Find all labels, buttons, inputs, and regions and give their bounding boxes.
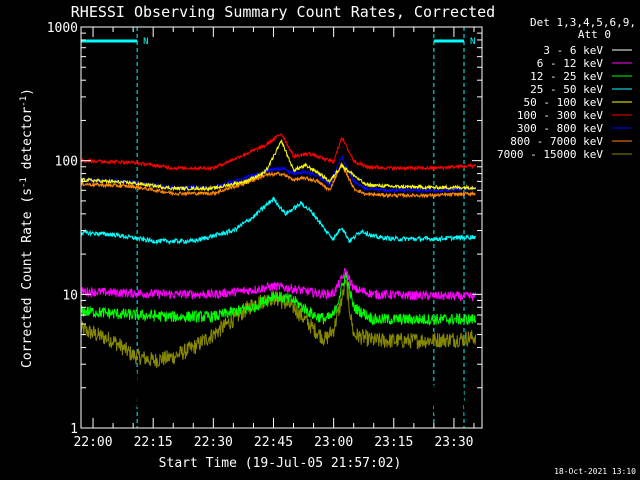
y-tick-label: 10	[62, 288, 78, 303]
y-tick-label: 1	[70, 422, 78, 437]
x-axis: 22:00 22:15 22:30 22:45 23:00 23:15 23:30	[73, 27, 475, 450]
y-tick-label: 100	[55, 155, 78, 170]
series-line	[80, 283, 477, 429]
legend-label: 100 - 300 keV	[517, 109, 603, 122]
legend-header-detectors: Det 1,3,4,5,6,9,	[530, 16, 636, 29]
x-tick-label: 22:30	[194, 435, 233, 450]
y-axis-label: Corrected Count Rate (s-1 detector-1)	[19, 88, 35, 368]
x-tick-label: 22:00	[73, 435, 112, 450]
series-line	[80, 133, 477, 172]
chart-title: RHESSI Observing Summary Count Rates, Co…	[71, 3, 495, 21]
legend-label: 300 - 800 keV	[517, 122, 603, 135]
legend-label: 50 - 100 keV	[524, 96, 604, 109]
legend-header-attenuator: Att 0	[578, 28, 611, 41]
plot-frame	[80, 26, 483, 429]
legend-label: 3 - 6 keV	[543, 44, 603, 57]
legend-label: 7000 - 15000 keV	[497, 148, 603, 161]
x-axis-label: Start Time (19-Jul-05 21:57:02)	[159, 456, 402, 471]
legend-label: 12 - 25 keV	[530, 70, 603, 83]
x-tick-label: 23:15	[374, 435, 413, 450]
legend-label: 800 - 7000 keV	[510, 135, 603, 148]
series-line	[80, 272, 477, 326]
night-flag-label: N	[143, 37, 148, 47]
y-tick-label: 1000	[47, 21, 78, 36]
x-tick-label: 23:30	[434, 435, 473, 450]
series-layer	[80, 133, 477, 429]
y-axis: 1 10 100 1000	[47, 21, 482, 437]
x-tick-label: 22:15	[134, 435, 173, 450]
x-tick-label: 23:00	[314, 435, 353, 450]
series-line	[80, 139, 477, 192]
series-line	[80, 267, 477, 302]
series-line	[80, 196, 477, 246]
legend-label: 25 - 50 keV	[530, 83, 603, 96]
series-line	[80, 161, 476, 199]
footer-date: 18-Oct-2021 13:10	[554, 467, 636, 476]
x-tick-label: 22:45	[254, 435, 293, 450]
legend-label: 6 - 12 keV	[537, 57, 604, 70]
night-flag-label: N	[470, 37, 475, 47]
